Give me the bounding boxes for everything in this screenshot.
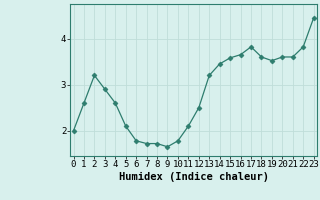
- X-axis label: Humidex (Indice chaleur): Humidex (Indice chaleur): [119, 172, 268, 182]
